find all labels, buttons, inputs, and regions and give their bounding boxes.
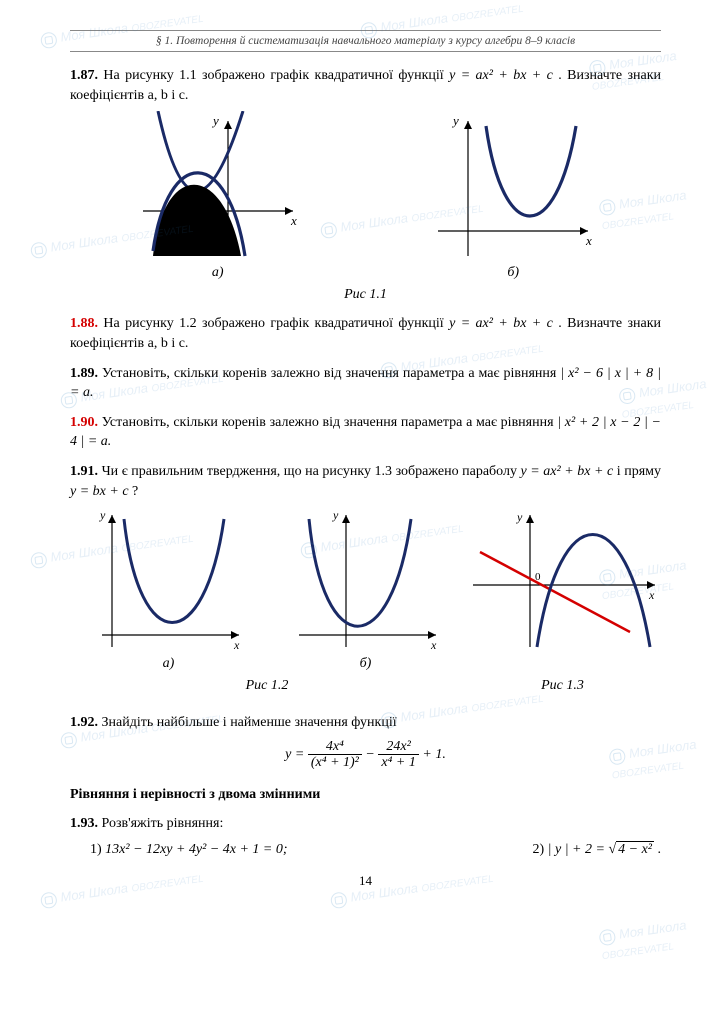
svg-text:y: y [332,508,339,522]
figure-1-2-b: x y [267,507,464,652]
parabola-icon: x y [291,507,441,652]
subproblem-2: 2) | y | + 2 = √4 − x² . [532,840,661,860]
svg-text:y: y [451,113,459,128]
figure-1-2-a: x y [70,507,267,652]
parabola-icon: x y [94,507,244,652]
svg-text:x: x [233,638,240,652]
problem-formula: y = bx + c [70,484,129,499]
problem-1-93-subs: 1) 13x² − 12xy + 4y² − 4x + 1 = 0; 2) | … [90,840,661,860]
problem-formula: y = ax² + bx + c [449,316,553,331]
figure-label-b: б) [366,263,662,283]
problem-text: Розв'яжіть рівняння: [102,816,224,831]
problem-formula: y = ax² + bx + c [521,464,614,479]
figure-1-1-a: x y [70,111,366,261]
svg-text:x: x [648,588,655,602]
page-header: § 1. Повторення й систематизація навчаль… [70,30,661,52]
figure-1-3: x y 0 [464,507,661,652]
problem-number: 1.93. [70,816,98,831]
problem-text: На рисунку 1.2 зображено графік квадрати… [103,316,449,331]
figure-1-1-b: x y [366,111,662,261]
figure-1-2-labels: а) б) [70,654,661,674]
svg-text:y: y [516,510,523,524]
fraction: 4x⁴ (x⁴ + 1)² [308,739,362,771]
subproblem-1: 1) 13x² − 12xy + 4y² − 4x + 1 = 0; [90,840,288,860]
problem-text: На рисунку 1.1 зображено графік квадрати… [103,68,449,83]
svg-text:y: y [99,508,106,522]
figure-label-a: а) [70,654,267,674]
problem-1-91: 1.91. Чи є правильним твердження, що на … [70,462,661,501]
parabola-line-icon: x y 0 [465,507,660,652]
svg-text:x: x [290,213,297,228]
figure-1-1-caption: Рис 1.1 [70,285,661,305]
parabola-down-icon: x y [133,111,303,261]
problem-1-93: 1.93. Розв'яжіть рівняння: [70,814,661,834]
problem-text: Установіть, скільки коренів залежно від … [102,366,560,381]
figure-1-2-caption: Рис 1.2 [70,676,464,696]
fraction: 24x² x⁴ + 1 [378,739,419,771]
figure-label-b: б) [267,654,464,674]
svg-text:x: x [585,233,592,248]
figure-1-1-labels: а) б) [70,263,661,283]
problem-1-90: 1.90. Установіть, скільки коренів залежн… [70,413,661,452]
problem-number: 1.87. [70,68,98,83]
problem-number: 1.91. [70,464,98,479]
problem-1-92-formula: y = 4x⁴ (x⁴ + 1)² − 24x² x⁴ + 1 + 1. [70,739,661,771]
problem-text: Чи є правильним твердження, що на рисунк… [102,464,521,479]
figure-captions-row: Рис 1.2 Рис 1.3 [70,674,661,704]
problem-text: ? [132,484,138,499]
problem-number: 1.92. [70,715,98,730]
page-number: 14 [70,872,661,890]
problem-1-92: 1.92. Знайдіть найбільше і найменше знач… [70,713,661,733]
subsection-heading: Рівняння і нерівності з двома змінними [70,785,661,805]
problem-1-88: 1.88. На рисунку 1.2 зображено графік кв… [70,314,661,353]
problem-number: 1.90. [70,415,98,430]
figure-1-3-caption: Рис 1.3 [464,676,661,696]
figure-label-a: а) [70,263,366,283]
problem-number: 1.89. [70,366,98,381]
problem-text: і пряму [617,464,661,479]
problem-1-87: 1.87. На рисунку 1.1 зображено графік кв… [70,66,661,105]
problem-formula: y = ax² + bx + c [449,68,553,83]
problem-number: 1.88. [70,316,98,331]
figure-1-2-1-3-row: x y x y x y 0 [70,507,661,652]
parabola-up-icon: x y [428,111,598,261]
problem-text: Установіть, скільки коренів залежно від … [102,415,558,430]
problem-text: Знайдіть найбільше і найменше значення ф… [102,715,397,730]
problem-1-89: 1.89. Установіть, скільки коренів залежн… [70,364,661,403]
page: § 1. Повторення й систематизація навчаль… [0,0,721,1024]
svg-text:y: y [211,113,219,128]
svg-text:x: x [430,638,437,652]
figure-1-1-row: x y x y [70,111,661,261]
